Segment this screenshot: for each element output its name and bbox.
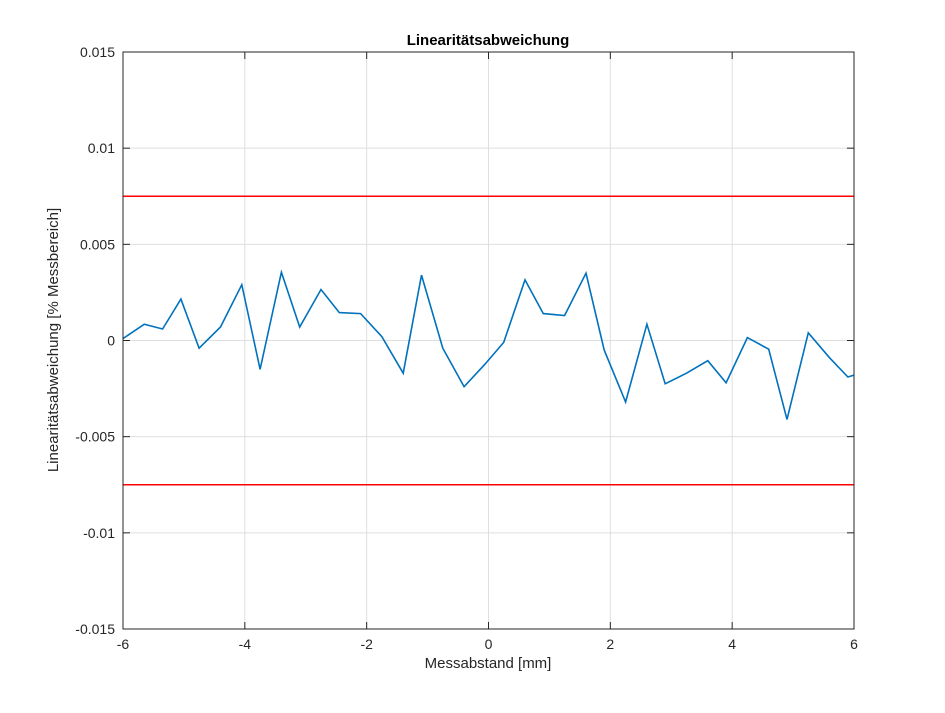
series-layer [122, 269, 855, 420]
x-tick-label: -6 [117, 636, 130, 652]
x-tick-label: 2 [606, 636, 614, 652]
y-tick-labels: -0.015 -0.01 -0.005 0 0.005 0.01 0.015 [75, 44, 115, 637]
y-tick-label: -0.01 [83, 525, 115, 541]
x-tick-label: 0 [485, 636, 493, 652]
reference-lines [123, 195, 854, 486]
x-tick-label: 6 [850, 636, 858, 652]
y-axis-label: Linearitätsabweichung [% Messbereich] [45, 208, 62, 472]
x-tick-labels: -6 -4 -2 0 2 4 6 [117, 636, 858, 652]
chart-title: Linearitätsabweichung [407, 32, 570, 49]
y-tick-label: 0.01 [88, 140, 115, 156]
y-tick-label: 0.005 [80, 236, 115, 252]
axis-ticks [122, 51, 855, 630]
x-tick-label: 4 [728, 636, 736, 652]
y-tick-label: -0.015 [75, 621, 115, 637]
y-tick-label: -0.005 [75, 429, 115, 445]
x-tick-label: -4 [239, 636, 252, 652]
x-tick-label: -2 [360, 636, 373, 652]
x-axis-label: Messabstand [mm] [425, 655, 552, 672]
series-line [122, 269, 855, 420]
y-tick-label: 0 [107, 333, 115, 349]
y-tick-label: 0.015 [80, 44, 115, 60]
